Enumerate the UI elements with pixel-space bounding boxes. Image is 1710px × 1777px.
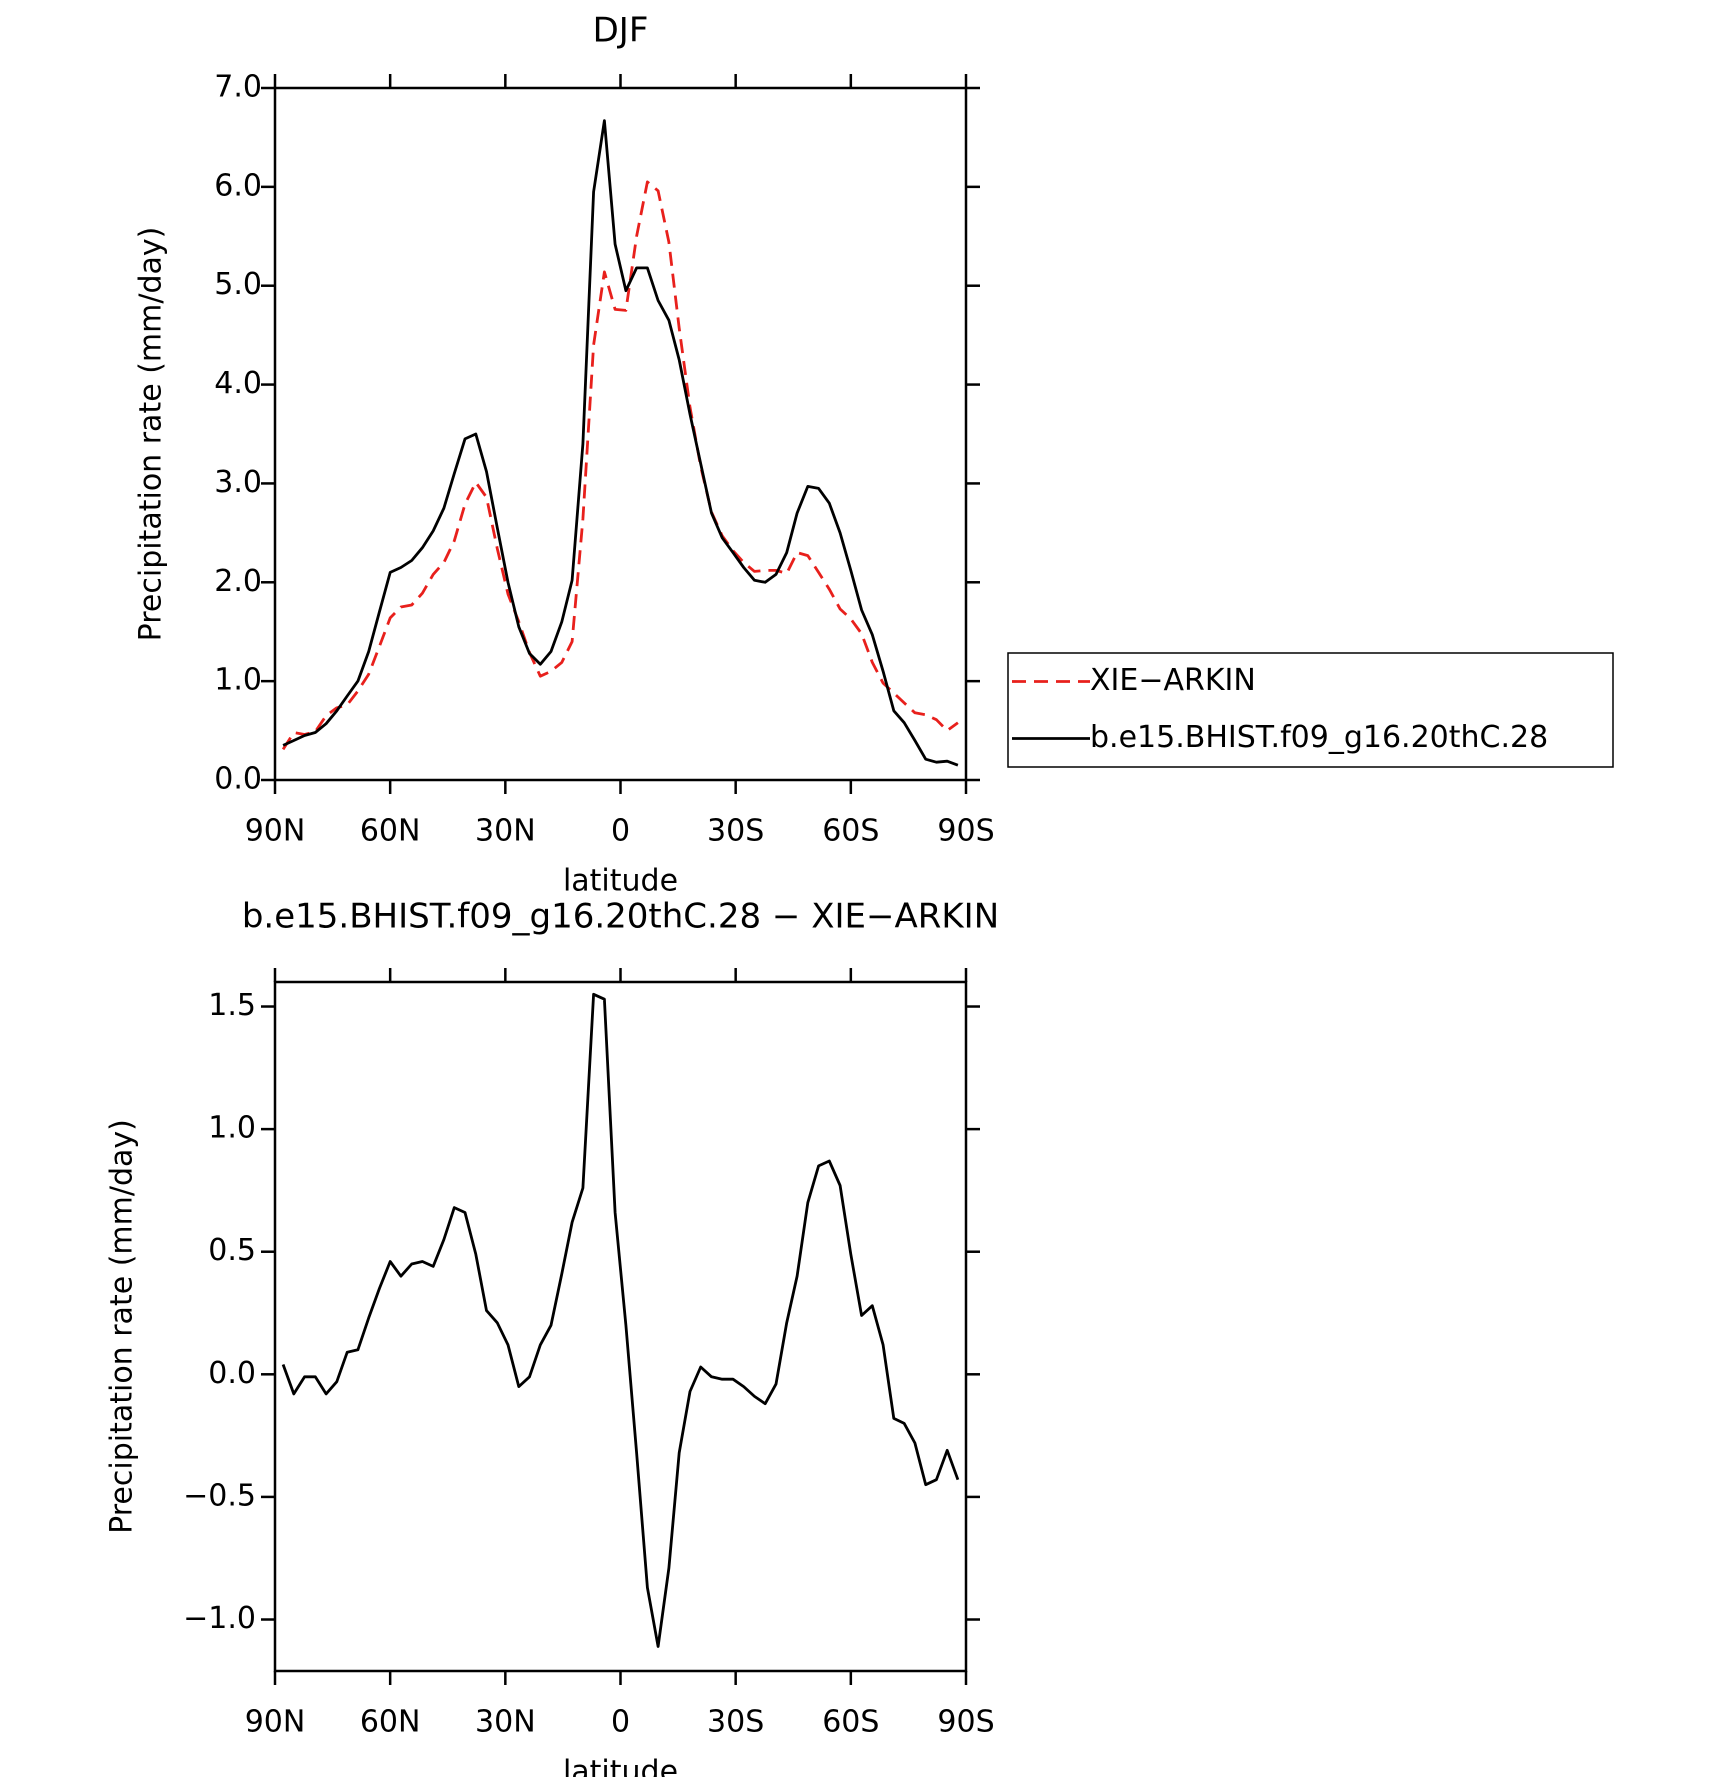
x-tick-label: 60S xyxy=(822,1705,879,1740)
x-tick-label: 60S xyxy=(822,814,879,849)
x-tick-label: 90N xyxy=(245,1705,306,1740)
x-tick-label: 30N xyxy=(475,814,536,849)
y-tick-label: 1.0 xyxy=(214,663,262,698)
x-tick-label: 60N xyxy=(360,1705,421,1740)
y-tick-label: 0.0 xyxy=(208,1356,256,1391)
chart-title: DJF xyxy=(593,11,649,51)
line-series xyxy=(282,119,959,767)
y-tick-label: 1.0 xyxy=(208,1111,256,1146)
x-tick-label: 30S xyxy=(707,1705,764,1740)
x-tick-label: 0 xyxy=(611,1705,630,1740)
x-tick-label: 60N xyxy=(360,814,421,849)
y-tick-label: 0.5 xyxy=(208,1233,256,1268)
line-series xyxy=(281,180,959,751)
y-tick-label: 1.5 xyxy=(208,988,256,1023)
y-tick-label: 0.0 xyxy=(214,762,262,797)
legend-label: b.e15.BHIST.f09_g16.20thC.28 xyxy=(1090,720,1548,755)
y-tick-label: 5.0 xyxy=(214,267,262,302)
y-tick-label: 7.0 xyxy=(214,70,262,105)
y-axis-label: Precipitation rate (mm/day) xyxy=(105,1119,140,1534)
x-tick-label: 0 xyxy=(611,814,630,849)
legend-box xyxy=(1007,652,1614,768)
plot-frame xyxy=(273,980,968,1673)
y-tick-label: 4.0 xyxy=(214,366,262,401)
y-tick-label: −0.5 xyxy=(183,1478,256,1513)
y-tick-label: 6.0 xyxy=(214,168,262,203)
y-axis-label: Precipitation rate (mm/day) xyxy=(134,227,169,642)
x-tick-label: 90S xyxy=(937,814,994,849)
y-tick-label: 3.0 xyxy=(214,465,262,500)
y-tick-label: 2.0 xyxy=(214,564,262,599)
x-tick-label: 30S xyxy=(707,814,764,849)
x-tick-label: 90N xyxy=(245,814,306,849)
x-tick-label: 30N xyxy=(475,1705,536,1740)
legend-label: XIE−ARKIN xyxy=(1090,663,1256,698)
x-axis-label: latitude xyxy=(563,1755,678,1777)
y-tick-label: −1.0 xyxy=(183,1601,256,1636)
plot-frame xyxy=(273,86,968,782)
chart-title: b.e15.BHIST.f09_g16.20thC.28 − XIE−ARKIN xyxy=(242,897,999,937)
line-series xyxy=(281,992,960,1648)
x-tick-label: 90S xyxy=(937,1705,994,1740)
x-axis-label: latitude xyxy=(563,864,678,899)
